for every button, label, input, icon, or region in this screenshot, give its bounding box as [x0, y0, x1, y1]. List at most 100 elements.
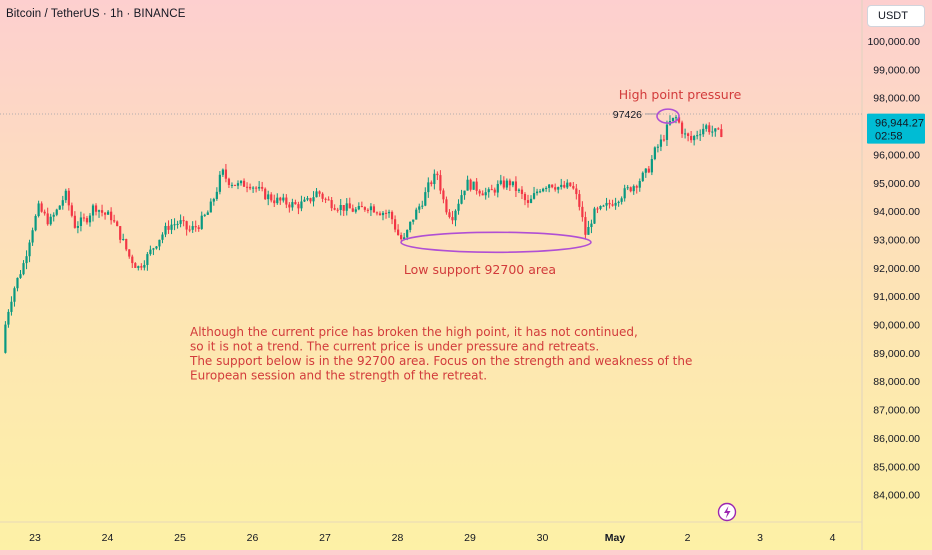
- y-tick-label: 88,000.00: [873, 376, 920, 388]
- candle-body: [113, 220, 116, 222]
- candle-body: [496, 183, 499, 193]
- candle-body: [327, 199, 330, 201]
- candle-body: [575, 188, 578, 195]
- candle-body: [179, 220, 182, 224]
- candle-body: [61, 200, 64, 206]
- candle-body: [339, 204, 342, 210]
- candle-body: [321, 193, 324, 199]
- candle-body: [620, 198, 623, 202]
- candle-body: [584, 217, 587, 235]
- candle-body: [291, 202, 294, 208]
- candle-body: [185, 221, 188, 230]
- candle-body: [508, 180, 511, 186]
- candle-body: [554, 187, 557, 190]
- candle-body: [52, 214, 55, 217]
- candle-body: [270, 194, 273, 201]
- candle-body: [197, 227, 200, 229]
- low-support-ellipse: [400, 231, 592, 254]
- current-price-label[interactable]: [867, 113, 925, 144]
- candle-body: [711, 131, 714, 133]
- candle-body: [330, 200, 333, 209]
- candle-body: [466, 179, 469, 191]
- candle-body: [535, 191, 539, 194]
- currency-button[interactable]: USDT: [867, 5, 925, 27]
- candle-body: [203, 214, 206, 216]
- candle-body: [242, 180, 246, 187]
- candle-body: [67, 190, 70, 206]
- candle-body: [333, 208, 336, 210]
- candle-body: [538, 191, 542, 193]
- candle-body: [13, 288, 16, 302]
- candle-body: [264, 188, 267, 200]
- candle-body: [146, 254, 149, 265]
- candle-body: [517, 189, 521, 191]
- candle-body: [433, 173, 436, 185]
- candle-body: [116, 221, 119, 227]
- candle-body: [514, 181, 518, 191]
- candle-body: [490, 189, 493, 191]
- candle-body: [143, 264, 146, 268]
- candle-body: [16, 277, 19, 289]
- candle-body: [614, 202, 617, 206]
- candle-body: [632, 186, 635, 192]
- candle-body: [393, 219, 397, 230]
- y-tick-label: 89,000.00: [873, 348, 920, 360]
- candle-body: [212, 198, 215, 202]
- candle-body: [563, 184, 566, 188]
- candle-body: [40, 203, 43, 212]
- candle-body: [49, 216, 52, 225]
- candle-body: [255, 187, 258, 189]
- lightning-bolt-glyph: [724, 506, 731, 519]
- candle-body: [218, 174, 221, 192]
- candle-body: [94, 205, 98, 212]
- candle-body: [107, 211, 110, 215]
- candle-body: [342, 204, 345, 211]
- candle-body: [457, 203, 460, 211]
- candle-body: [297, 204, 300, 209]
- candle-body: [122, 239, 125, 241]
- candle-body: [605, 202, 608, 206]
- candle-body: [505, 180, 508, 188]
- candle-body: [155, 246, 158, 249]
- candle-body: [267, 194, 270, 200]
- candle-body: [478, 190, 481, 194]
- candle-body: [650, 159, 653, 173]
- candle-body: [442, 190, 445, 200]
- candle-body: [397, 229, 400, 236]
- candle-body: [463, 190, 466, 196]
- x-tick-label: 26: [247, 532, 259, 544]
- candle-body: [403, 237, 406, 240]
- y-tick-label: 98,000.00: [873, 93, 920, 105]
- candle-body: [309, 198, 312, 202]
- candle-body: [306, 198, 309, 200]
- candle-body: [641, 172, 644, 182]
- candle-body: [149, 249, 152, 255]
- candle-body: [55, 209, 58, 215]
- candle-body: [209, 201, 212, 213]
- candle-body: [279, 197, 282, 201]
- candle-body: [469, 179, 472, 190]
- candle-body: [714, 128, 717, 132]
- y-tick-label: 95,000.00: [873, 178, 920, 190]
- candle-body: [387, 211, 391, 214]
- candle-body: [415, 209, 418, 220]
- candle-body: [252, 187, 255, 189]
- candle-body: [366, 209, 369, 211]
- candle-body: [523, 193, 527, 201]
- candle-body: [285, 197, 288, 205]
- candle-body: [484, 192, 487, 196]
- candle-body: [629, 187, 632, 192]
- candle-body: [590, 223, 593, 228]
- candle-body: [10, 301, 13, 312]
- candle-body: [164, 225, 167, 235]
- candle-body: [656, 146, 659, 148]
- candle-body: [659, 139, 663, 147]
- candle-body: [662, 139, 666, 141]
- candle-body: [318, 191, 321, 194]
- candle-body: [76, 225, 79, 228]
- candle-body: [273, 200, 276, 204]
- candle-body: [369, 206, 373, 211]
- candle-body: [511, 181, 514, 186]
